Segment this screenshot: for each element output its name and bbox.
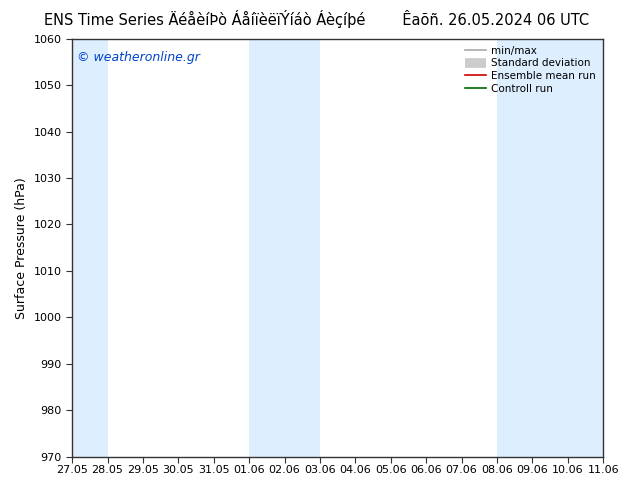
Bar (249, 39, 285, 457)
Bar (497, 39, 533, 457)
Y-axis label: Surface Pressure (hPa): Surface Pressure (hPa) (15, 177, 28, 318)
Legend: min/max, Standard deviation, Ensemble mean run, Controll run: min/max, Standard deviation, Ensemble me… (463, 44, 598, 96)
Text: © weatheronline.gr: © weatheronline.gr (77, 51, 200, 64)
Text: ENS Time Series ÄéåèíÞò ÁåíïèëïÝíáò Áèçíþé        Êaõñ. 26.05.2024 06 UTC: ENS Time Series ÄéåèíÞò ÁåíïèëïÝíáò Áèçí… (44, 10, 590, 28)
Bar (72, 39, 108, 457)
Bar (285, 39, 320, 457)
Bar (568, 39, 603, 457)
Bar (533, 39, 568, 457)
